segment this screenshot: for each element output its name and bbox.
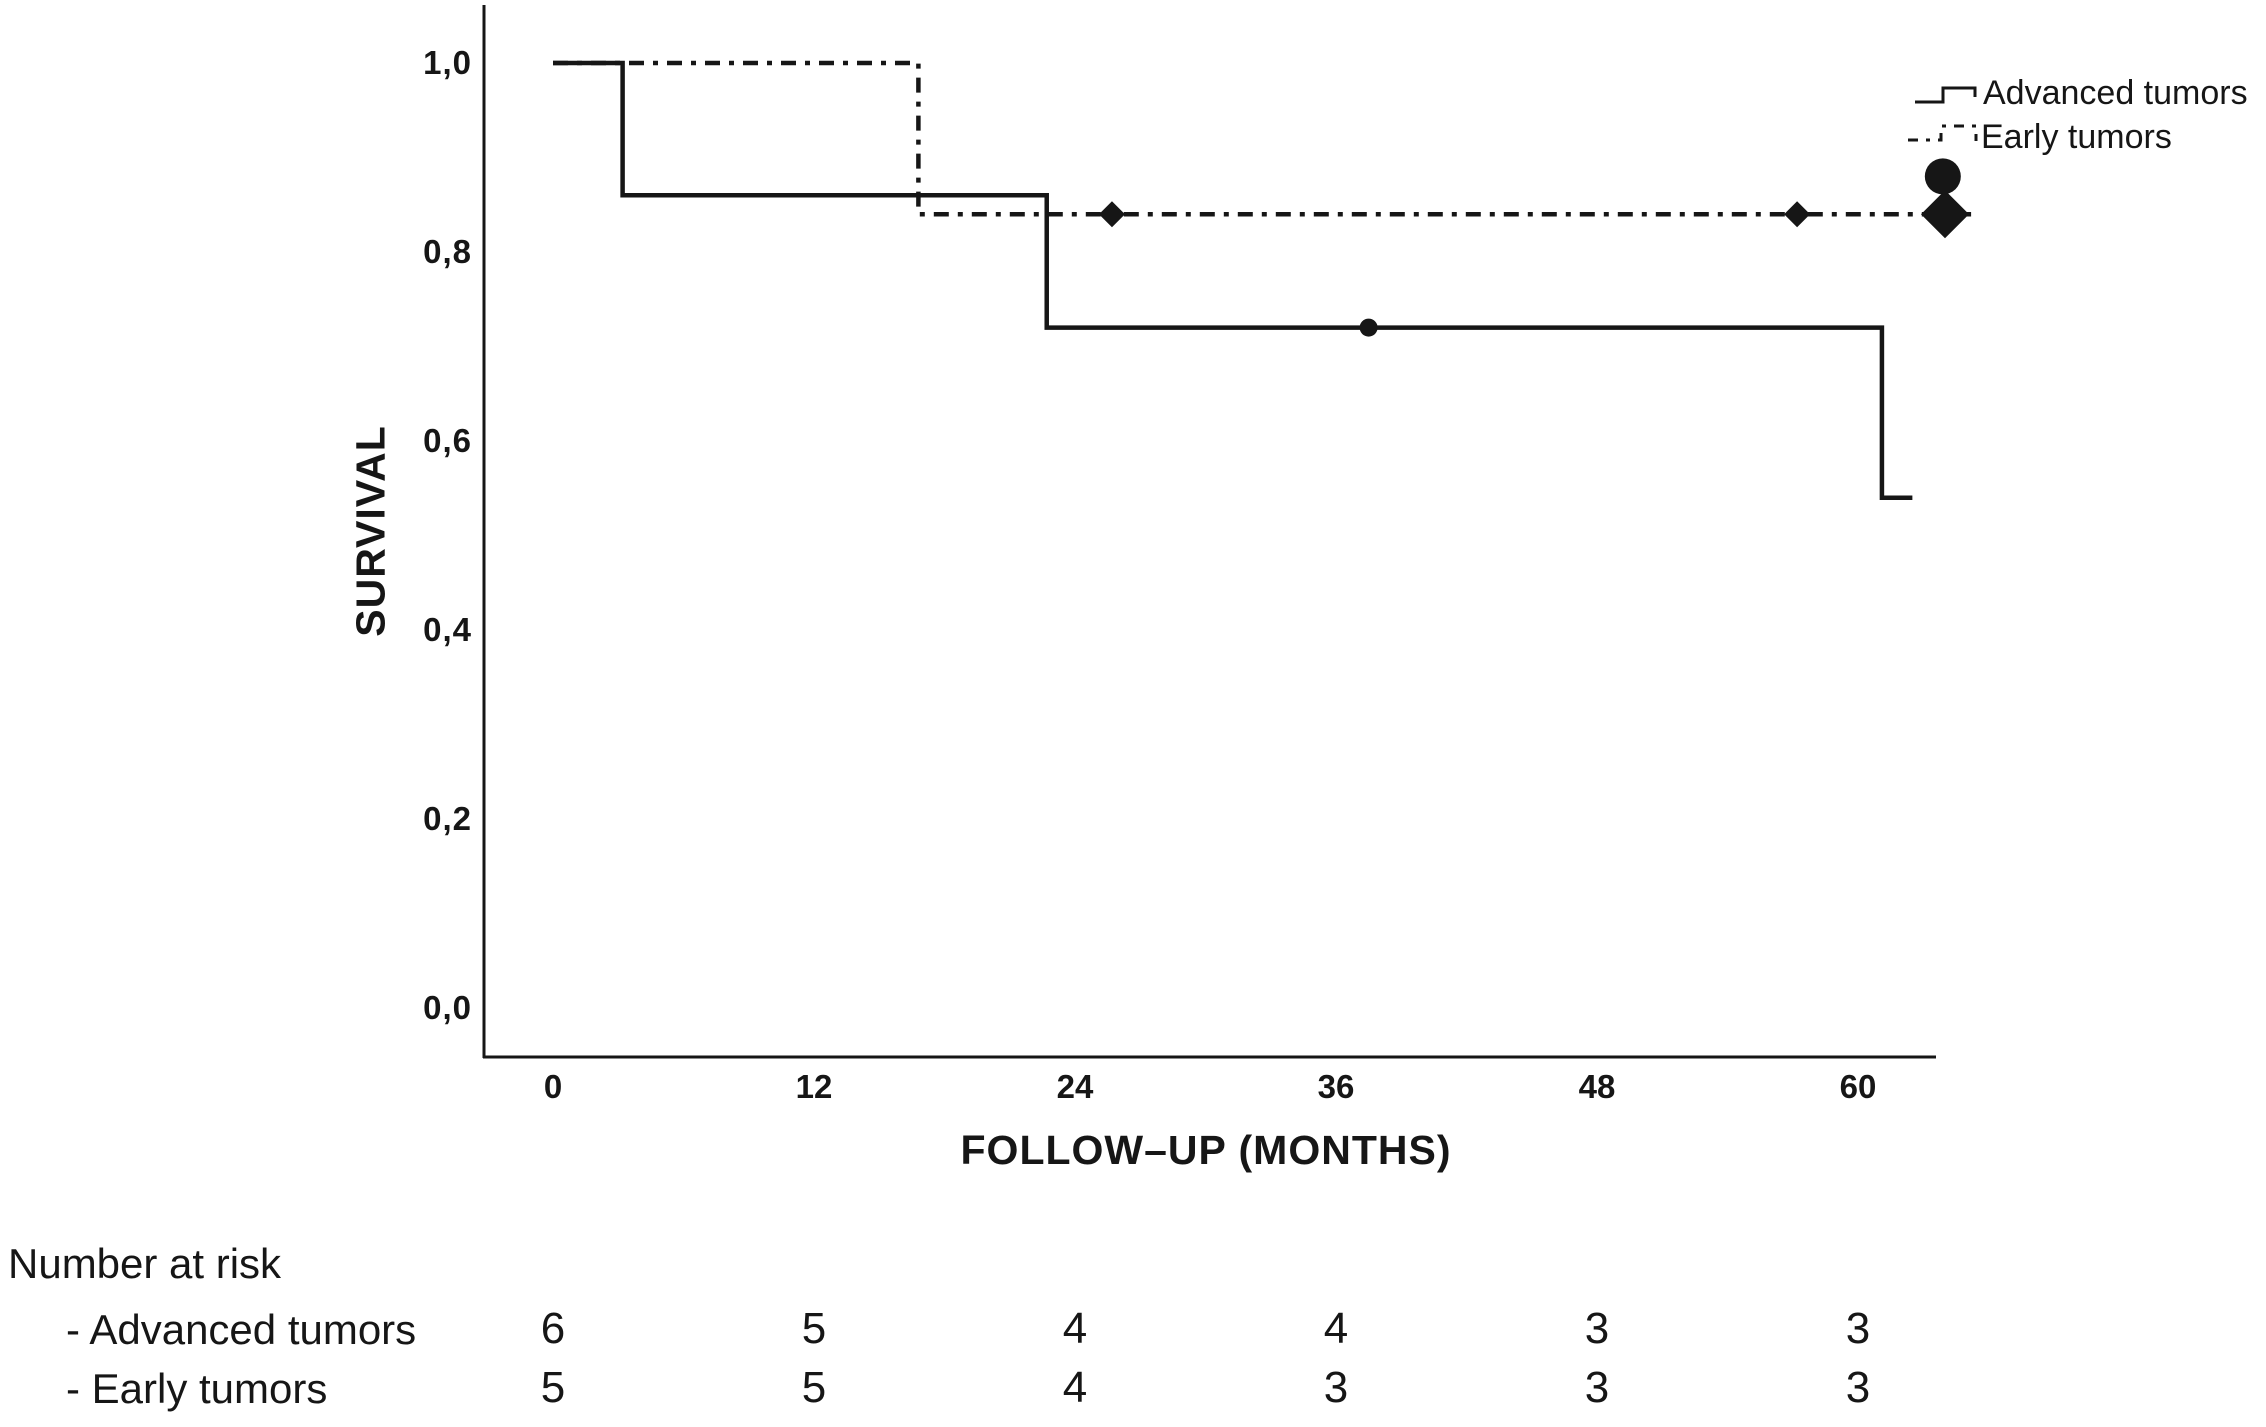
at-risk-count: 5 bbox=[801, 1304, 827, 1353]
at-risk-count: 4 bbox=[1062, 1304, 1088, 1353]
at-risk-count: 6 bbox=[540, 1304, 566, 1353]
at-risk-count: 5 bbox=[801, 1363, 827, 1412]
legend-item-advanced-tumors: Advanced tumors bbox=[1983, 74, 2248, 112]
early-tumors-curve bbox=[553, 60, 1972, 217]
curve-end-markers bbox=[1921, 158, 1969, 239]
advanced-censored-markers bbox=[1359, 318, 1378, 337]
at-risk-row-label-early: - Early tumors bbox=[66, 1365, 328, 1412]
y-tick-label: 0,0 bbox=[423, 989, 472, 1026]
advanced-tumors-curve bbox=[553, 60, 1913, 500]
y-axis-title: SURVIVAL bbox=[347, 425, 394, 637]
at-risk-count: 3 bbox=[1584, 1363, 1610, 1412]
x-axis-title: FOLLOW–UP (MONTHS) bbox=[960, 1127, 1452, 1173]
at-risk-count: 3 bbox=[1323, 1363, 1349, 1412]
at-risk-count: 5 bbox=[540, 1363, 566, 1412]
at-risk-count: 3 bbox=[1845, 1363, 1871, 1412]
at-risk-count: 4 bbox=[1323, 1304, 1349, 1353]
x-tick-label: 48 bbox=[1578, 1068, 1616, 1105]
at-risk-count: 4 bbox=[1062, 1363, 1088, 1412]
y-tick-label: 0,2 bbox=[423, 800, 472, 837]
x-tick-label: 24 bbox=[1056, 1068, 1094, 1105]
y-tick-label: 0,8 bbox=[423, 233, 472, 270]
legend-early-line-sample-icon bbox=[1908, 124, 1978, 142]
y-tick-label: 0,6 bbox=[423, 422, 472, 459]
number-at-risk-heading: Number at risk bbox=[8, 1240, 282, 1287]
x-tick-label: 36 bbox=[1317, 1068, 1355, 1105]
early-censored-markers bbox=[1098, 201, 1811, 228]
at-risk-count: 3 bbox=[1584, 1304, 1610, 1353]
at-risk-row-label-advanced: - Advanced tumors bbox=[66, 1306, 417, 1353]
x-tick-label: 60 bbox=[1839, 1068, 1877, 1105]
legend-item-early-tumors: Early tumors bbox=[1981, 118, 2172, 156]
x-tick-label: 12 bbox=[795, 1068, 833, 1105]
at-risk-count: 3 bbox=[1845, 1304, 1871, 1353]
y-tick-label: 1,0 bbox=[423, 44, 472, 81]
legend-advanced-line-sample-icon bbox=[1915, 86, 1977, 104]
y-tick-label: 0,4 bbox=[423, 611, 472, 648]
x-tick-label: 0 bbox=[543, 1068, 563, 1105]
